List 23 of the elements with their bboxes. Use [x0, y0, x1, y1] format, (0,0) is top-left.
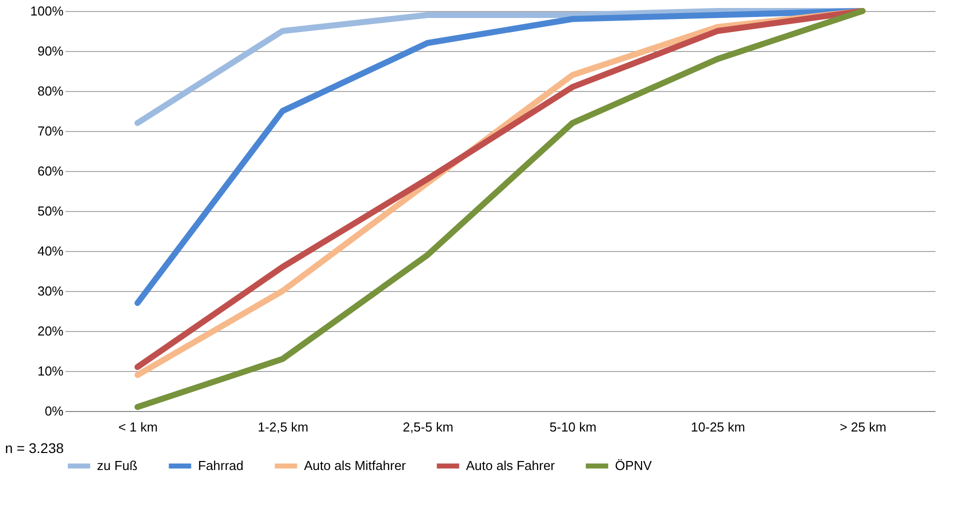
x-tick-label: 1-2,5 km	[258, 420, 308, 434]
legend-label: zu Fuß	[97, 458, 138, 473]
y-tick-label: 10%	[37, 364, 64, 378]
y-tick-label: 60%	[37, 164, 64, 178]
y-tick-label: 20%	[37, 324, 64, 338]
x-tick-label: < 1 km	[118, 420, 158, 434]
x-tick-label: > 25 km	[840, 420, 886, 434]
x-tick-label: 10-25 km	[690, 420, 746, 434]
legend-label: Fahrrad	[198, 458, 244, 473]
x-tick-label: 2,5-5 km	[402, 420, 454, 434]
y-tick-label: 90%	[37, 44, 64, 58]
y-tick-label: 80%	[37, 84, 64, 98]
y-tick-label: 70%	[37, 124, 64, 138]
y-tick-label: 100%	[30, 4, 64, 18]
y-tick-label: 0%	[44, 404, 64, 418]
x-tick-label: 5-10 km	[550, 420, 596, 434]
text: n = 3.238	[5, 440, 64, 456]
legend-label: ÖPNV	[615, 458, 652, 473]
y-tick-label: 50%	[37, 204, 64, 218]
legend-label: Auto als Mitfahrer	[304, 458, 407, 473]
y-tick-label: 30%	[37, 284, 64, 298]
legend-label: Auto als Fahrer	[466, 458, 556, 473]
y-tick-label: 40%	[37, 244, 64, 258]
